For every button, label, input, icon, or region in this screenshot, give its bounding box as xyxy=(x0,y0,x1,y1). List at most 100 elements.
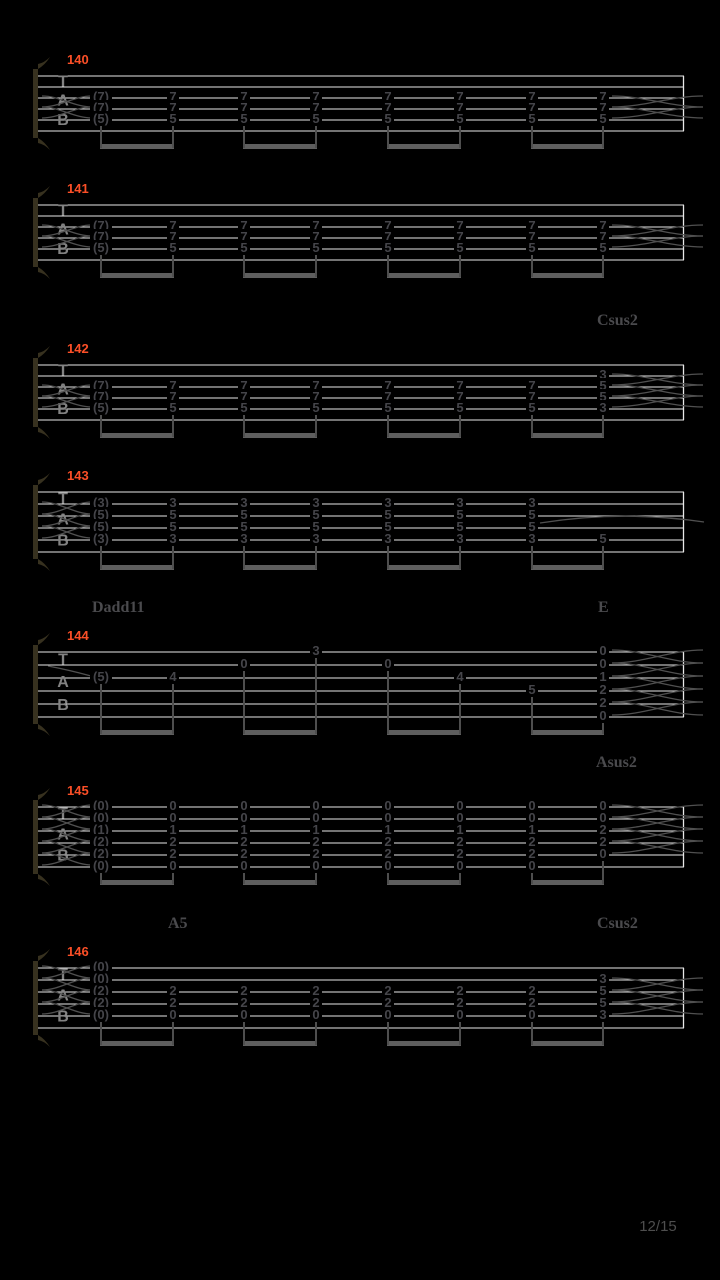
fret-number: (0) xyxy=(93,858,109,873)
beam xyxy=(531,1041,604,1046)
fret-number: 7 xyxy=(240,100,247,115)
fret-number: 5 xyxy=(599,389,606,404)
fret-number-halo xyxy=(454,798,466,810)
tab-clef-letter: B xyxy=(57,241,69,258)
fret-number: 0 xyxy=(528,1007,535,1022)
fret-number-halo xyxy=(90,983,112,995)
fret-number-halo xyxy=(526,240,538,252)
fret-number-halo xyxy=(382,656,394,668)
fret-number-halo xyxy=(167,89,179,101)
tab-clef-letter: B xyxy=(57,532,69,549)
fret-number-halo xyxy=(167,995,179,1007)
measure-system-143[interactable]: TAB143(3)(5)(5)(3)3553355335533553355335… xyxy=(33,468,705,571)
tie-curve xyxy=(611,688,704,703)
fret-number: 7 xyxy=(384,89,391,104)
fret-number: 2 xyxy=(384,846,391,861)
fret-number-halo xyxy=(382,229,394,241)
system-bracket xyxy=(33,198,38,267)
beam xyxy=(100,1041,174,1046)
tie-curve xyxy=(611,828,704,842)
tie-curve xyxy=(611,235,704,248)
fret-number: 1 xyxy=(384,822,391,837)
fret-number-halo xyxy=(382,1007,394,1019)
tab-clef-letter: A xyxy=(57,674,69,691)
measure-system-145[interactable]: TAB145Asus2(0)(0)(1)(2)(2)(0)00122000122… xyxy=(33,754,704,886)
fret-number-halo xyxy=(310,229,322,241)
fret-number-halo xyxy=(167,669,179,681)
fret-number: 7 xyxy=(456,229,463,244)
fret-number-halo xyxy=(597,822,609,834)
tab-clef-letter: T xyxy=(58,362,68,379)
fret-number: 2 xyxy=(240,995,247,1010)
fret-number-halo xyxy=(454,378,466,390)
fret-number-halo xyxy=(238,519,250,531)
fret-number-halo xyxy=(310,643,322,655)
fret-number: 2 xyxy=(528,995,535,1010)
fret-number: 5 xyxy=(312,507,319,522)
fret-number: 5 xyxy=(528,400,535,415)
system-bracket-top-horn xyxy=(38,57,50,69)
fret-number-halo xyxy=(382,834,394,846)
fret-number-halo xyxy=(238,656,250,668)
beam xyxy=(387,273,461,278)
tie-curve xyxy=(611,977,704,991)
fret-number-halo xyxy=(526,846,538,858)
fret-number: 2 xyxy=(169,846,176,861)
system-bracket-top-horn xyxy=(38,949,50,961)
fret-number-halo xyxy=(90,240,112,252)
fret-number-halo xyxy=(90,218,112,230)
fret-number: 0 xyxy=(384,858,391,873)
fret-number: 2 xyxy=(312,834,319,849)
fret-number: (5) xyxy=(93,507,109,522)
fret-number-halo xyxy=(238,531,250,543)
fret-number-halo xyxy=(526,389,538,401)
beam xyxy=(243,273,317,278)
fret-number-halo xyxy=(597,846,609,858)
fret-number: 7 xyxy=(240,89,247,104)
fret-number-halo xyxy=(526,822,538,834)
fret-number: 1 xyxy=(312,822,319,837)
fret-number-halo xyxy=(454,218,466,230)
fret-number-halo xyxy=(454,507,466,519)
fret-number-halo xyxy=(454,983,466,995)
tab-clef-letter: T xyxy=(58,966,68,983)
fret-number-halo xyxy=(526,495,538,507)
fret-number-halo xyxy=(526,810,538,822)
fret-number-halo xyxy=(526,507,538,519)
fret-number: 0 xyxy=(312,810,319,825)
fret-number-halo xyxy=(238,495,250,507)
fret-number-halo xyxy=(167,983,179,995)
system-bracket-top-horn xyxy=(38,633,50,645)
fret-number: 5 xyxy=(599,995,606,1010)
system-bracket-bottom-horn xyxy=(38,724,50,736)
fret-number: (0) xyxy=(93,810,109,825)
tie-curve xyxy=(611,106,704,119)
fret-number-halo xyxy=(597,798,609,810)
system-bracket xyxy=(33,485,38,559)
system-bracket-bottom-horn xyxy=(38,427,50,439)
beam xyxy=(100,273,174,278)
fret-number-halo xyxy=(597,656,609,668)
fret-number-halo xyxy=(238,810,250,822)
fret-number: 0 xyxy=(456,798,463,813)
fret-number: 7 xyxy=(528,89,535,104)
fret-number-halo xyxy=(310,111,322,123)
measure-system-142[interactable]: TAB142Csus2(7)(7)(5)77577577577577577535… xyxy=(33,312,704,439)
fret-number-halo xyxy=(90,378,112,390)
fret-number: 5 xyxy=(240,519,247,534)
fret-number-halo xyxy=(167,400,179,412)
fret-number-halo xyxy=(90,400,112,412)
system-bracket xyxy=(33,358,38,427)
fret-number-halo xyxy=(382,495,394,507)
fret-number-halo xyxy=(597,669,609,681)
fret-number-halo xyxy=(167,240,179,252)
fret-number: 5 xyxy=(456,240,463,255)
fret-number: 7 xyxy=(240,378,247,393)
measure-number-label: 145 xyxy=(67,783,89,798)
fret-number: 0 xyxy=(384,1007,391,1022)
